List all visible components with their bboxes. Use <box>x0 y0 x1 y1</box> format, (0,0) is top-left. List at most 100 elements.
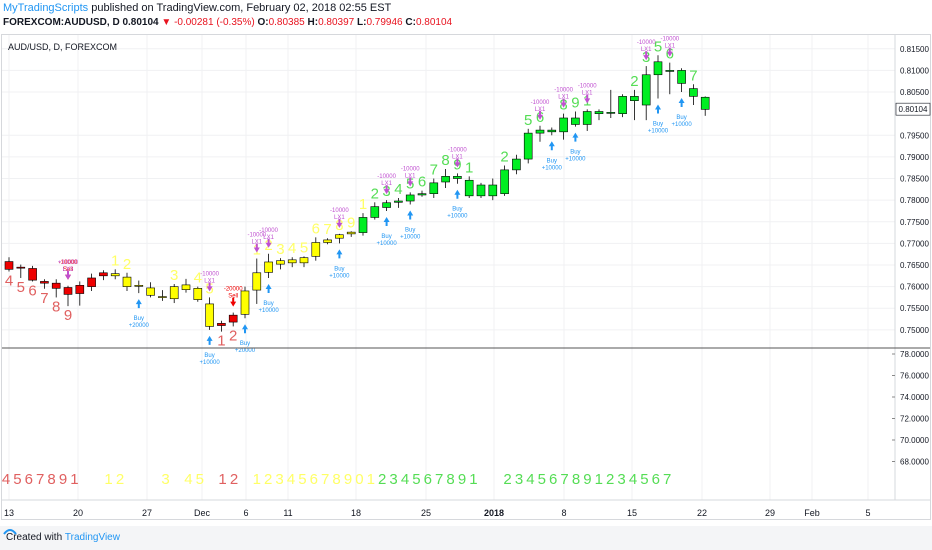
open-label: O: <box>257 17 269 28</box>
lower-count-label: 8 <box>47 471 55 488</box>
candle-body <box>51 282 61 289</box>
candle-body <box>700 96 710 110</box>
lx-signal-qty: -10000 <box>377 174 396 180</box>
candle-body <box>547 129 557 133</box>
buy-arrow-icon <box>206 335 213 345</box>
lower-count-label: 2 <box>230 471 238 488</box>
buy-signal-qty: +20000 <box>235 348 256 354</box>
x-tick-label: Feb <box>804 508 820 518</box>
lx-signal-qty: -10000 <box>637 40 656 46</box>
lx-arrow-icon <box>407 177 414 187</box>
lower-y-tick-label: 78.0000 <box>900 350 929 359</box>
buy-signal-qty: +10000 <box>199 360 220 366</box>
y-tick-label: 0.81000 <box>900 66 929 75</box>
candle-body <box>28 268 37 281</box>
candle-body <box>205 303 214 327</box>
buy-arrow-icon <box>655 104 661 114</box>
candle-body <box>405 194 415 202</box>
lx-signal-qty: -10000 <box>330 208 349 214</box>
y-tick-label: 0.75000 <box>900 326 929 335</box>
buy-arrow-icon <box>383 216 390 226</box>
lx-arrow-icon <box>65 270 71 280</box>
candle-body <box>535 129 545 134</box>
candle-body <box>311 242 321 257</box>
setup-count-label: 4 <box>194 270 202 287</box>
setup-count-label: 4 <box>394 181 402 198</box>
lx-signal-label: LX1 <box>535 107 546 113</box>
x-tick-label: 11 <box>283 508 292 518</box>
candle-body <box>40 281 49 284</box>
lower-count-label: 3 <box>275 471 283 488</box>
lower-count-label: 4 <box>526 471 534 488</box>
high-value: 0.80397 <box>318 17 355 28</box>
x-tick-label: 18 <box>351 508 361 518</box>
lower-count-label: 2 <box>264 471 272 488</box>
lx-signal-qty: -10000 <box>247 233 266 239</box>
candle-body <box>606 112 616 114</box>
close-value: 0.80104 <box>415 17 453 28</box>
x-tick-label: 20 <box>73 508 83 518</box>
candle-body <box>323 239 332 243</box>
lx-signal-label: LX1 <box>405 173 416 179</box>
candle-body <box>665 70 675 72</box>
setup-count-label: 9 <box>571 95 579 112</box>
setup-count-label: 9 <box>64 307 72 324</box>
buy-arrow-icon <box>135 299 142 309</box>
lower-count-label: 8 <box>572 471 580 488</box>
candle-body <box>618 96 627 114</box>
x-tick-label: 13 <box>4 508 14 518</box>
chart-svg[interactable]: 4567891234512123456789123456789125689123… <box>0 0 932 526</box>
buy-signal-label: Buy <box>381 234 391 240</box>
lx-signal-qty: -10000 <box>259 228 278 234</box>
lx-signal-label: LX1 <box>582 90 593 96</box>
buy-signal-qty: +10000 <box>400 234 421 240</box>
lx-signal-label: LX1 <box>664 44 675 50</box>
buy-signal-qty: +10000 <box>329 273 350 279</box>
lower-count-label: 4 <box>401 471 409 488</box>
buy-signal-label: Buy <box>676 115 686 121</box>
y-tick-label: 0.79500 <box>900 131 929 140</box>
candle-body <box>630 96 639 101</box>
candle-body <box>228 314 238 323</box>
setup-count-label: 6 <box>28 282 36 299</box>
chart-title: AUD/USD, D, FOREXCOM <box>8 42 117 52</box>
candles-layer <box>4 55 710 332</box>
candle-body <box>476 184 486 197</box>
setup-count-label: 1 <box>217 333 225 350</box>
candle-body <box>193 288 203 300</box>
lx-arrow-icon <box>643 51 650 61</box>
y-tick-label: 0.76000 <box>900 283 929 292</box>
lower-count-label: 4 <box>184 471 192 488</box>
buy-arrow-icon <box>454 189 461 199</box>
candle-body <box>441 176 450 183</box>
price-change: -0.00281 (-0.35%) <box>174 17 255 28</box>
symbol-info-line: FOREXCOM:AUDUSD, D 0.80104 ▼ -0.00281 (-… <box>0 16 932 30</box>
candle-body <box>346 231 356 235</box>
x-tick-label: 8 <box>561 508 566 518</box>
candle-body <box>500 169 509 194</box>
lx-arrow-icon <box>206 282 213 292</box>
setup-count-label: 3 <box>276 241 284 258</box>
lower-count-label: 7 <box>321 471 329 488</box>
candle-body <box>582 111 592 125</box>
candle-body <box>394 200 403 203</box>
low-label: L: <box>357 17 367 28</box>
lx-signal-qty: -10000 <box>448 147 467 153</box>
low-value: 0.79946 <box>366 17 403 28</box>
tradingview-brand[interactable]: TradingView <box>64 532 120 543</box>
candle-body <box>4 261 14 270</box>
last-price-label: 0.80104 <box>899 105 928 114</box>
lx-arrow-icon <box>336 218 343 228</box>
publisher-link[interactable]: MyTradingScripts <box>3 2 89 14</box>
open-value: 0.80385 <box>268 17 305 28</box>
published-text: published on TradingView.com, February 0… <box>88 2 392 14</box>
lower-count-label: 7 <box>36 471 44 488</box>
lower-count-label: 1 <box>70 471 78 488</box>
setup-count-label: 5 <box>300 239 308 256</box>
y-tick-label: 0.79000 <box>900 153 929 162</box>
candle-body <box>16 266 26 269</box>
sell-signal-label: Sell <box>228 294 238 300</box>
buy-signal-label: Buy <box>452 207 462 213</box>
candle-body <box>110 273 120 277</box>
footer-bar: Created with TradingView <box>0 526 932 550</box>
